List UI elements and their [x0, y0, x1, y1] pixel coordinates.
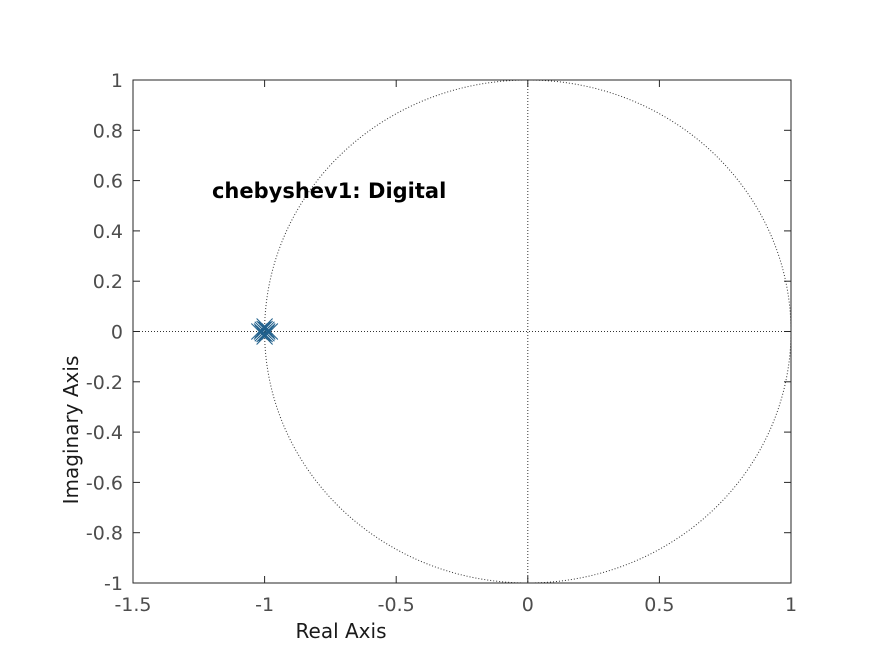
x-tick-label: 0.5: [644, 594, 674, 616]
y-axis-label: Imaginary Axis: [59, 356, 83, 505]
y-tick-label: -0.4: [86, 422, 123, 444]
y-tick-label: -0.6: [86, 472, 123, 494]
pole-marker: [256, 325, 273, 343]
x-tick-labels: -1.5 -1 -0.5 0 0.5 1: [114, 594, 797, 616]
x-axis-label: Real Axis: [296, 619, 387, 643]
y-tick-label: -1: [104, 573, 123, 595]
y-tick-label: 1: [111, 70, 123, 92]
pole-marker: [254, 324, 272, 342]
x-tick-label: 1: [785, 594, 797, 616]
pole-marker: [256, 328, 273, 345]
y-tick-label: -0.2: [86, 372, 123, 394]
y-tick-label: 0.4: [93, 221, 123, 243]
pole-marker: [258, 324, 275, 342]
y-tick-label: 0.2: [93, 271, 123, 293]
x-tick-label: 0: [522, 594, 534, 616]
x-tick-label: -1.5: [114, 594, 151, 616]
y-tick-label: 0: [111, 322, 123, 344]
plot-background: [133, 80, 791, 583]
y-tick-labels: -1 -0.8 -0.6 -0.4 -0.2 0 0.2 0.4 0.6 0.8 1: [86, 70, 123, 595]
axis-ticks: [132, 79, 792, 584]
filter-annotation: chebyshev1: Digital: [212, 179, 446, 203]
x-tick-label: -1: [255, 594, 274, 616]
y-tick-label: -0.8: [86, 523, 123, 545]
y-tick-label: 0.8: [93, 120, 123, 142]
pole-markers: [250, 318, 279, 345]
y-tick-label: 0.6: [93, 171, 123, 193]
x-tick-label: -0.5: [378, 594, 415, 616]
